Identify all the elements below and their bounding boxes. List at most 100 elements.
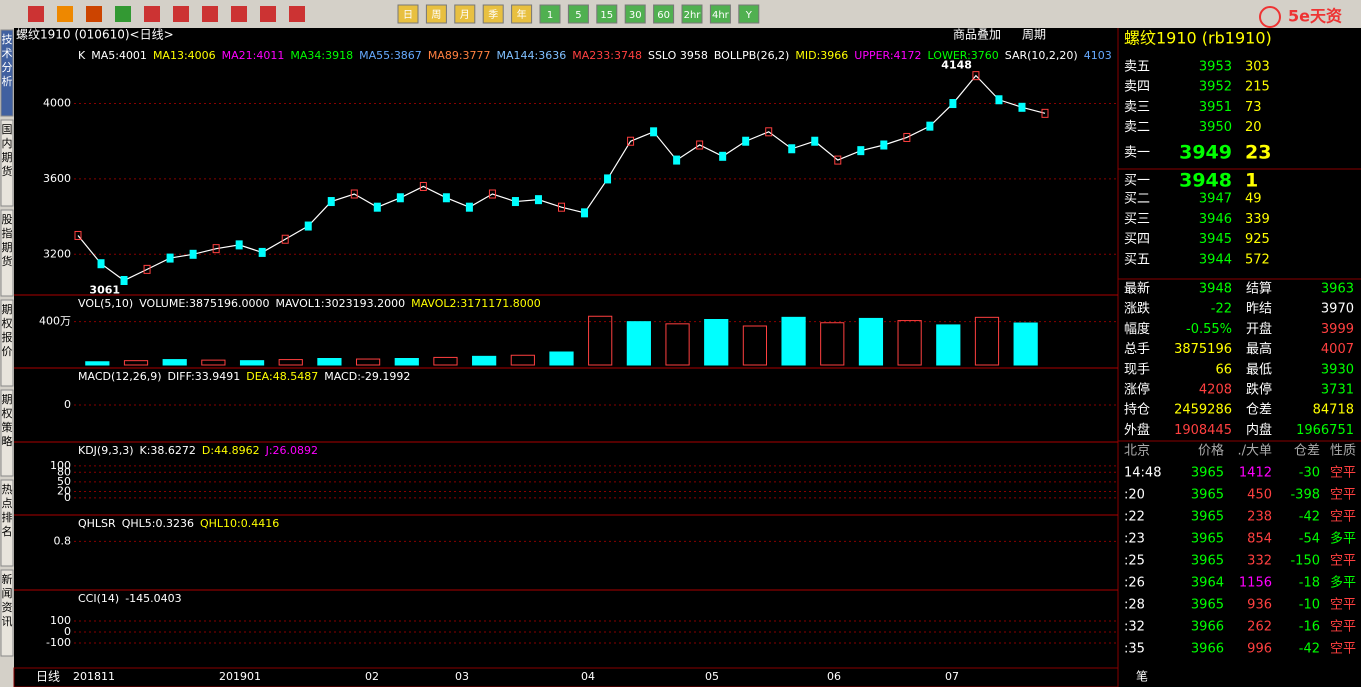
tool-icon[interactable]	[260, 6, 276, 22]
side-tab[interactable]	[0, 569, 14, 657]
side-tab-char: 股	[2, 213, 13, 226]
side-tab[interactable]	[0, 29, 14, 117]
trade-cell: 3965	[1191, 598, 1224, 613]
tool-button[interactable]	[567, 4, 589, 24]
candle	[258, 247, 266, 257]
tool-icon[interactable]	[115, 6, 131, 22]
side-tab[interactable]	[0, 209, 14, 297]
side-tab-char: 内	[2, 136, 13, 150]
candle	[834, 155, 842, 165]
tool-label[interactable]: 日	[403, 10, 413, 21]
side-tab-char: 分	[2, 61, 13, 74]
tool-icon[interactable]	[289, 6, 305, 22]
tool-label[interactable]: 2hr	[684, 10, 702, 21]
tool-label[interactable]: 5	[575, 10, 581, 21]
stat-label: 最低	[1246, 362, 1272, 377]
tool-icon[interactable]	[57, 6, 73, 22]
logo: 5e天资	[1288, 7, 1342, 26]
book-qty: 303	[1245, 60, 1270, 75]
volume-bar	[433, 356, 458, 366]
tool-label[interactable]: 季	[488, 9, 498, 21]
tool-button[interactable]	[511, 4, 533, 24]
header-link[interactable]: 周期	[1022, 28, 1046, 42]
side-tab-char: 讯	[2, 615, 13, 628]
stat-label: 结算	[1246, 282, 1272, 297]
trade-cell: -10	[1299, 598, 1320, 613]
tool-button[interactable]	[653, 4, 675, 24]
volume-bar	[317, 358, 342, 366]
tool-button[interactable]	[681, 4, 703, 24]
book-price: 3946	[1199, 212, 1232, 227]
tool-icon[interactable]	[231, 6, 247, 22]
trade-header: 北京	[1124, 444, 1150, 459]
trade-cell: 332	[1247, 554, 1272, 569]
book-price: 3949	[1179, 141, 1232, 163]
tool-label[interactable]: Y	[745, 10, 753, 21]
tool-label[interactable]: 年	[517, 8, 527, 21]
tool-label[interactable]: 月	[460, 9, 470, 21]
tool-button[interactable]	[397, 4, 419, 24]
tool-button[interactable]	[425, 4, 447, 24]
header-link[interactable]: 商品叠加	[953, 27, 1001, 42]
tool-button[interactable]	[539, 4, 561, 24]
tool-button[interactable]	[709, 4, 731, 24]
tool-label[interactable]: 15	[600, 10, 613, 21]
stat-value: 3731	[1321, 383, 1354, 398]
tool-button[interactable]	[596, 4, 618, 24]
trade-header: ./大单	[1237, 444, 1272, 459]
candle	[926, 121, 934, 131]
tool-button[interactable]	[738, 4, 760, 24]
tool-icon[interactable]	[28, 6, 44, 22]
tool-label[interactable]: 4hr	[712, 10, 730, 21]
tool-icon[interactable]	[202, 6, 218, 22]
candle	[281, 234, 289, 244]
candle	[972, 71, 980, 81]
volume-bar	[394, 358, 419, 366]
side-tab-char: 术	[2, 47, 13, 60]
trade-cell: :20	[1124, 488, 1145, 503]
side-tab[interactable]	[0, 119, 14, 207]
book-price: 3944	[1199, 252, 1232, 267]
indicator-title: MA5:4001	[91, 49, 147, 62]
side-tab[interactable]	[0, 479, 14, 567]
tool-button[interactable]	[624, 4, 646, 24]
side-tab-char: 期	[2, 151, 13, 164]
stat-label: 仓差	[1246, 403, 1272, 418]
indicator-title: QHL10:0.4416	[200, 517, 279, 530]
quote-title-bar	[1119, 28, 1361, 50]
volume-bar	[510, 354, 535, 366]
tool-button[interactable]	[482, 4, 504, 24]
candle	[903, 132, 911, 142]
book-label: 买二	[1124, 192, 1150, 207]
side-tab-char: 析	[2, 74, 13, 88]
tool-button[interactable]	[454, 4, 476, 24]
tool-label[interactable]: 周	[431, 9, 441, 21]
side-tab-char: 排	[2, 510, 13, 524]
candle	[373, 202, 381, 212]
candle	[97, 259, 105, 269]
side-tab-char: 闻	[2, 586, 13, 600]
candle	[719, 151, 727, 161]
side-tab[interactable]	[0, 299, 14, 387]
book-qty: 73	[1245, 100, 1262, 115]
candle	[558, 202, 565, 212]
candle	[788, 144, 796, 154]
indicator-title: MID:3966	[795, 49, 848, 62]
side-tab[interactable]	[0, 389, 14, 477]
indicator-title: UPPER:4172	[854, 49, 921, 62]
tool-label[interactable]: 60	[657, 10, 670, 21]
tool-icon[interactable]	[144, 6, 160, 22]
footer-tab: 笔	[1136, 669, 1148, 684]
stat-value: -0.55%	[1186, 322, 1232, 337]
y-tick-label: -100	[46, 636, 71, 649]
side-tab-char: 货	[2, 164, 13, 178]
tool-label[interactable]: 1	[547, 10, 553, 21]
tool-icon[interactable]	[173, 6, 189, 22]
tool-icon[interactable]	[86, 6, 102, 22]
y-tick-label: 0	[64, 398, 71, 411]
tool-label[interactable]: 30	[629, 10, 642, 21]
annotation: 3061	[89, 284, 120, 297]
trade-cell: 262	[1247, 620, 1272, 635]
stat-label: 总手	[1124, 342, 1150, 357]
book-price: 3947	[1199, 192, 1232, 207]
